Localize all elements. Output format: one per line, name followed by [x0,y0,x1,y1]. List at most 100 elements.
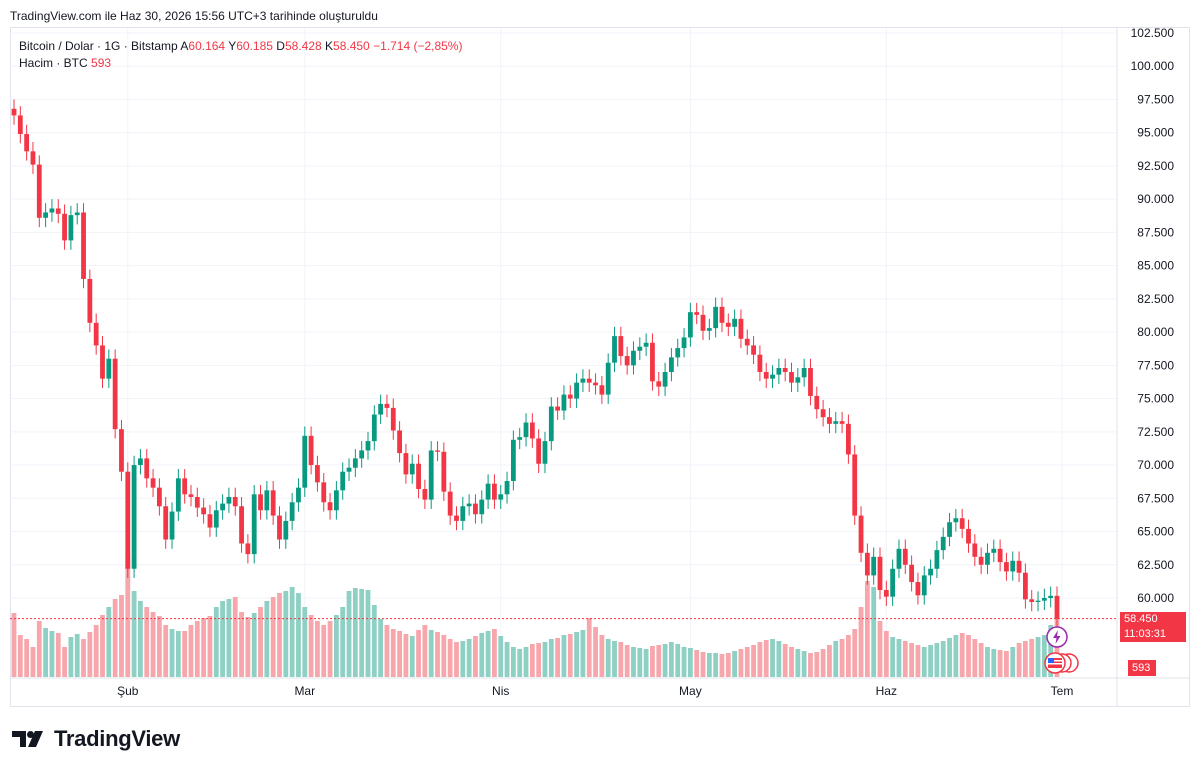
volume-bar [517,649,523,677]
candle-body [55,208,61,214]
candle-body [251,494,257,555]
candle-body [346,467,352,472]
candle [631,341,636,375]
volume-bar [959,633,965,677]
volume-bar [296,593,301,677]
candle [447,482,453,525]
candle [226,487,232,513]
candle-body [624,356,630,366]
legend-volume-row: Hacim · BTC 593 [19,55,462,72]
candle-body [744,338,750,346]
candle [966,519,971,553]
candle [732,309,738,337]
candle [928,559,933,585]
candle-body [49,208,55,213]
candle-body [138,458,143,466]
volume-tag: 593 [1128,660,1156,676]
candle [277,506,282,549]
candle [270,481,276,525]
candle [384,394,390,418]
candle [567,385,573,408]
brand-logo[interactable]: TradingView [12,726,180,752]
candle-body [397,430,402,454]
volume-bar [618,642,624,677]
candle-body [921,575,927,596]
candle [890,559,896,606]
y-tick-label: 95.000 [1137,126,1174,140]
candle [599,375,605,404]
volume-bar [333,615,339,677]
candle-body [972,543,978,557]
volume-bar [523,647,529,677]
volume-bar [1022,641,1028,677]
volume-bar [947,638,952,677]
volume-bar [454,642,459,677]
candle [460,496,466,531]
candle-body [675,348,681,358]
candle [397,421,402,463]
candle-body [555,406,561,411]
legend-high-label: Y [228,39,237,53]
volume-bar [188,625,194,677]
volume-bar [447,639,453,677]
candle-body [106,358,112,379]
lightning-icon[interactable] [1045,625,1069,649]
candle [542,431,548,474]
candle-body [498,494,504,500]
candle [1016,551,1022,583]
candle [175,469,181,521]
volume-bar [694,650,700,677]
candle [403,443,409,484]
legend-volume: 593 [91,56,112,70]
volume-bar [30,647,36,677]
volume-bar [346,591,352,677]
candle [529,413,535,448]
candle-body [997,548,1003,563]
volume-bar [460,641,466,677]
candle [934,540,940,579]
volume-bar [757,642,763,677]
volume-bar [93,625,99,677]
candle [643,333,649,357]
volume-bar [732,651,738,677]
volume-bar [725,653,731,677]
volume-bar [1004,651,1009,677]
candle [258,485,263,520]
volume-bar [789,647,794,677]
volume-bar [770,639,775,677]
candle [618,326,624,366]
volume-bar [43,628,49,677]
y-tick-label: 72.500 [1137,425,1174,439]
volume-bar [814,652,820,677]
candle [188,485,194,507]
y-tick-label: 77.500 [1137,358,1174,372]
candle-body [175,478,181,512]
candle-body [580,378,586,383]
candle [871,547,877,585]
volume-bar [340,607,346,677]
legend-volume-label[interactable]: Hacim · BTC [19,56,88,70]
candle [669,348,674,382]
candle-body [631,350,636,366]
candle [605,353,611,404]
volume-bar [125,556,131,677]
volume-bar [612,641,617,677]
candle-layer [11,99,1060,628]
candle [333,481,339,520]
candle-body [706,328,712,331]
candle-body [492,483,497,500]
volume-bar [403,634,409,677]
volume-bar [1029,639,1035,677]
candle-body [30,151,36,165]
legend-symbol[interactable]: Bitcoin / Dolar · 1G · Bitstamp [19,39,178,53]
candle-body [1048,595,1054,598]
candle [776,358,782,384]
candle [81,203,86,289]
candle [112,349,118,439]
us-flag-events-icon[interactable] [1043,651,1083,675]
candle-body [795,377,801,383]
candle [371,405,377,451]
volume-bar [915,645,921,677]
y-tick-label: 87.500 [1137,225,1174,239]
